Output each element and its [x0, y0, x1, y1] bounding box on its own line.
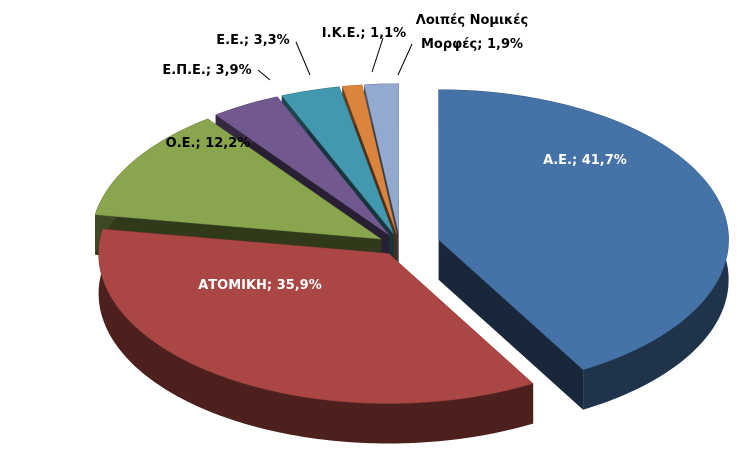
leader-line [397, 43, 413, 76]
slice-top [438, 89, 729, 370]
slice-top [281, 86, 394, 235]
slice-side [438, 239, 584, 410]
data-label: Ε.Ε.; 3,3% [216, 33, 289, 48]
leader-line [371, 37, 384, 73]
leader-line [257, 69, 271, 81]
data-label: Ε.Π.Ε.; 3,9% [162, 63, 251, 78]
data-label: Ι.Κ.Ε.; 1,1% [322, 26, 406, 41]
data-label: Ο.Ε.; 12,2% [166, 136, 251, 151]
slice-top [363, 83, 399, 234]
slice-wall [98, 229, 534, 444]
slice-top [98, 228, 534, 404]
slice-top [215, 96, 390, 236]
data-label: Λοιπές Νομικές Μορφές; 1,9% [416, 13, 528, 52]
slice [438, 89, 729, 410]
leader-line [295, 41, 311, 76]
slice-top [341, 84, 397, 234]
data-label: ΑΤΟΜΙΚΗ; 35,9% [198, 278, 322, 293]
slice-top [94, 118, 383, 240]
slice [98, 228, 534, 444]
data-label: Α.Ε.; 41,7% [543, 153, 627, 168]
